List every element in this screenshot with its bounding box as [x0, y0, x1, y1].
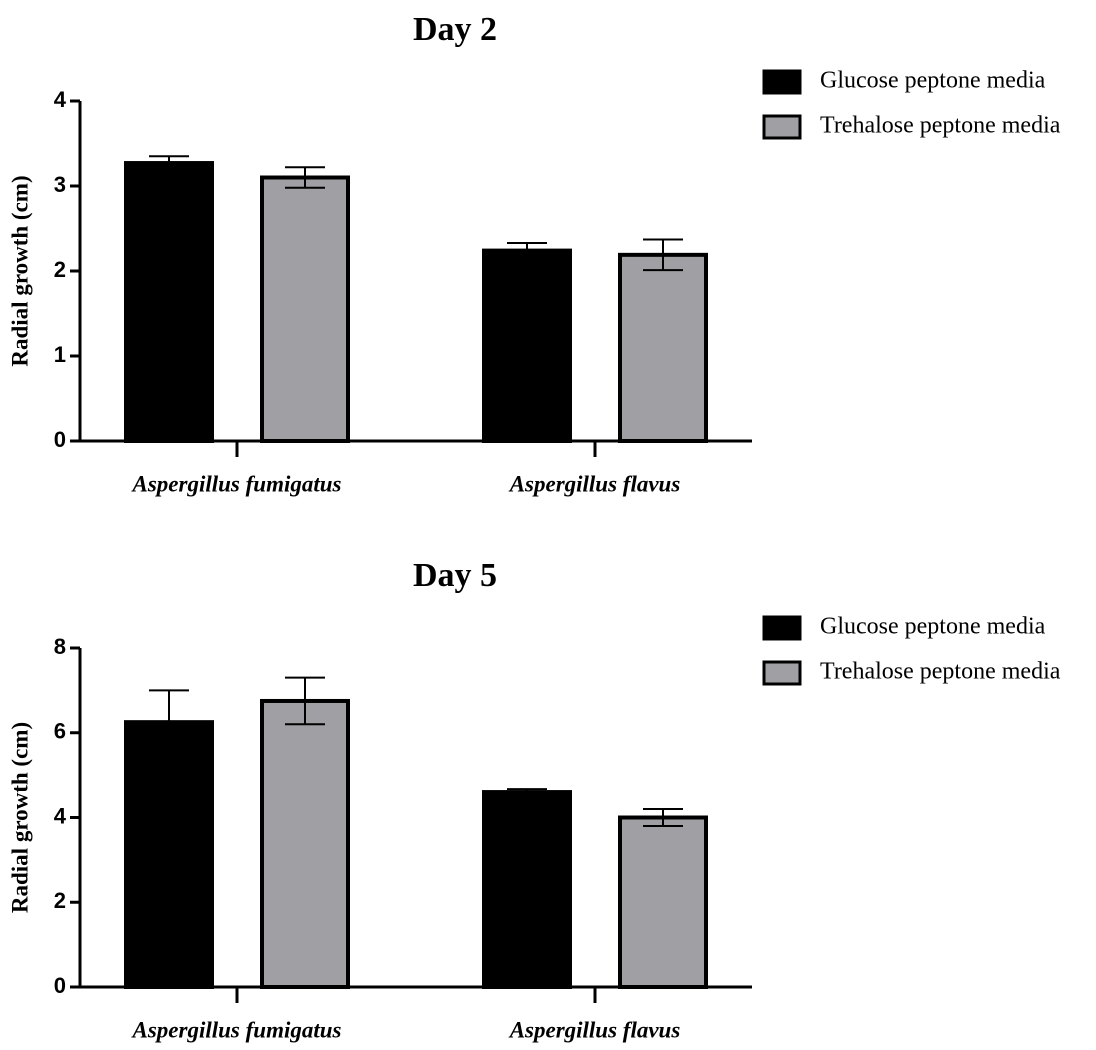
- bar: [260, 175, 350, 443]
- legend-label: Trehalose peptone media: [820, 113, 1061, 139]
- legend-swatch: [762, 660, 802, 686]
- error-bar: [285, 166, 325, 189]
- legend-swatch: [762, 114, 802, 140]
- legend-label: Trehalose peptone media: [820, 659, 1061, 685]
- x-tick-label: Aspergillus flavus: [508, 471, 681, 496]
- y-tick-label: 1: [54, 342, 66, 367]
- y-tick-label: 4: [54, 803, 67, 828]
- error-bar: [285, 676, 325, 726]
- y-tick-label: 8: [54, 634, 66, 659]
- bar: [260, 698, 350, 989]
- error-bar: [643, 238, 683, 272]
- bar: [124, 161, 214, 444]
- bar: [124, 720, 214, 989]
- x-tick-label: Aspergillus flavus: [508, 1017, 681, 1042]
- error-bar: [507, 241, 547, 260]
- x-tick-label: Aspergillus fumigatus: [131, 1017, 342, 1042]
- y-tick-label: 3: [54, 172, 66, 197]
- error-bar: [507, 788, 547, 797]
- y-tick-label: 0: [54, 427, 66, 452]
- bar: [482, 790, 572, 990]
- legend-swatch: [762, 615, 802, 641]
- y-axis-label: Radial growth (cm): [7, 175, 32, 366]
- error-bar: [149, 689, 189, 755]
- y-axis-label: Radial growth (cm): [7, 722, 32, 913]
- y-tick-label: 4: [54, 87, 67, 112]
- y-tick-label: 2: [54, 257, 66, 282]
- bar: [618, 815, 708, 989]
- y-tick-label: 2: [54, 888, 66, 913]
- bar: [482, 248, 572, 443]
- legend-swatch: [762, 69, 802, 95]
- error-bar: [643, 808, 683, 827]
- chart-title: Day 2: [413, 11, 497, 48]
- x-tick-label: Aspergillus fumigatus: [131, 471, 342, 496]
- chart-title: Day 5: [413, 557, 497, 594]
- y-tick-label: 0: [54, 973, 66, 998]
- y-tick-label: 6: [54, 719, 66, 744]
- legend-label: Glucose peptone media: [820, 68, 1046, 94]
- error-bar: [149, 155, 189, 171]
- bar: [618, 252, 708, 443]
- legend-label: Glucose peptone media: [820, 614, 1046, 640]
